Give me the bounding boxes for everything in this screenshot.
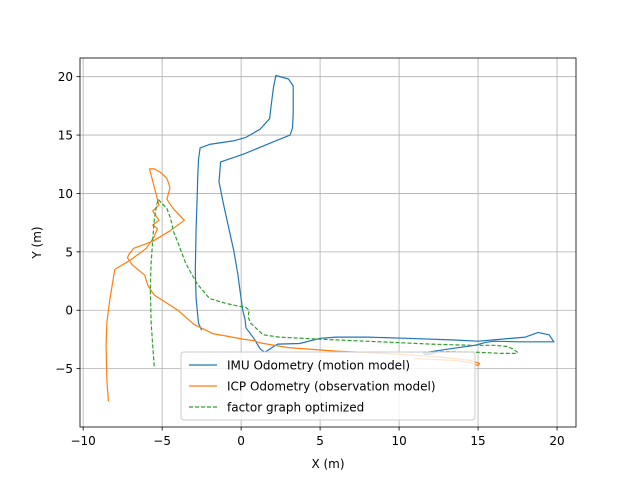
imu-odometry-line <box>194 74 555 356</box>
x-axis-label: X (m) <box>311 457 344 471</box>
x-tick-label: 5 <box>316 434 324 448</box>
legend-box <box>180 351 476 421</box>
plot-frame <box>79 57 577 428</box>
x-tick-label: 20 <box>549 434 564 448</box>
y-tick-label: 10 <box>58 187 73 201</box>
x-tick-label: −10 <box>70 434 95 448</box>
y-tick-label: −5 <box>55 362 73 376</box>
y-tick-label: 5 <box>65 245 73 259</box>
x-tick-label: 15 <box>470 434 485 448</box>
y-tick-label: 20 <box>58 70 73 84</box>
x-tick-label: 0 <box>237 434 245 448</box>
y-tick-label: 15 <box>58 129 73 143</box>
y-axis-label: Y (m) <box>30 226 44 259</box>
y-tick-label: 0 <box>65 304 73 318</box>
legend: IMU Odometry (motion model) ICP Odometry… <box>180 351 476 421</box>
x-tick-label: −5 <box>153 434 171 448</box>
legend-label-imu: IMU Odometry (motion model) <box>227 359 410 373</box>
legend-label-icp: ICP Odometry (observation model) <box>227 380 436 394</box>
factor-graph-line <box>149 198 519 367</box>
x-tick-label: 10 <box>391 434 406 448</box>
legend-label-factor-graph: factor graph optimized <box>227 401 364 415</box>
axis-ticks: −10 −5 0 5 10 15 20 −5 0 5 10 15 20 <box>55 70 564 448</box>
